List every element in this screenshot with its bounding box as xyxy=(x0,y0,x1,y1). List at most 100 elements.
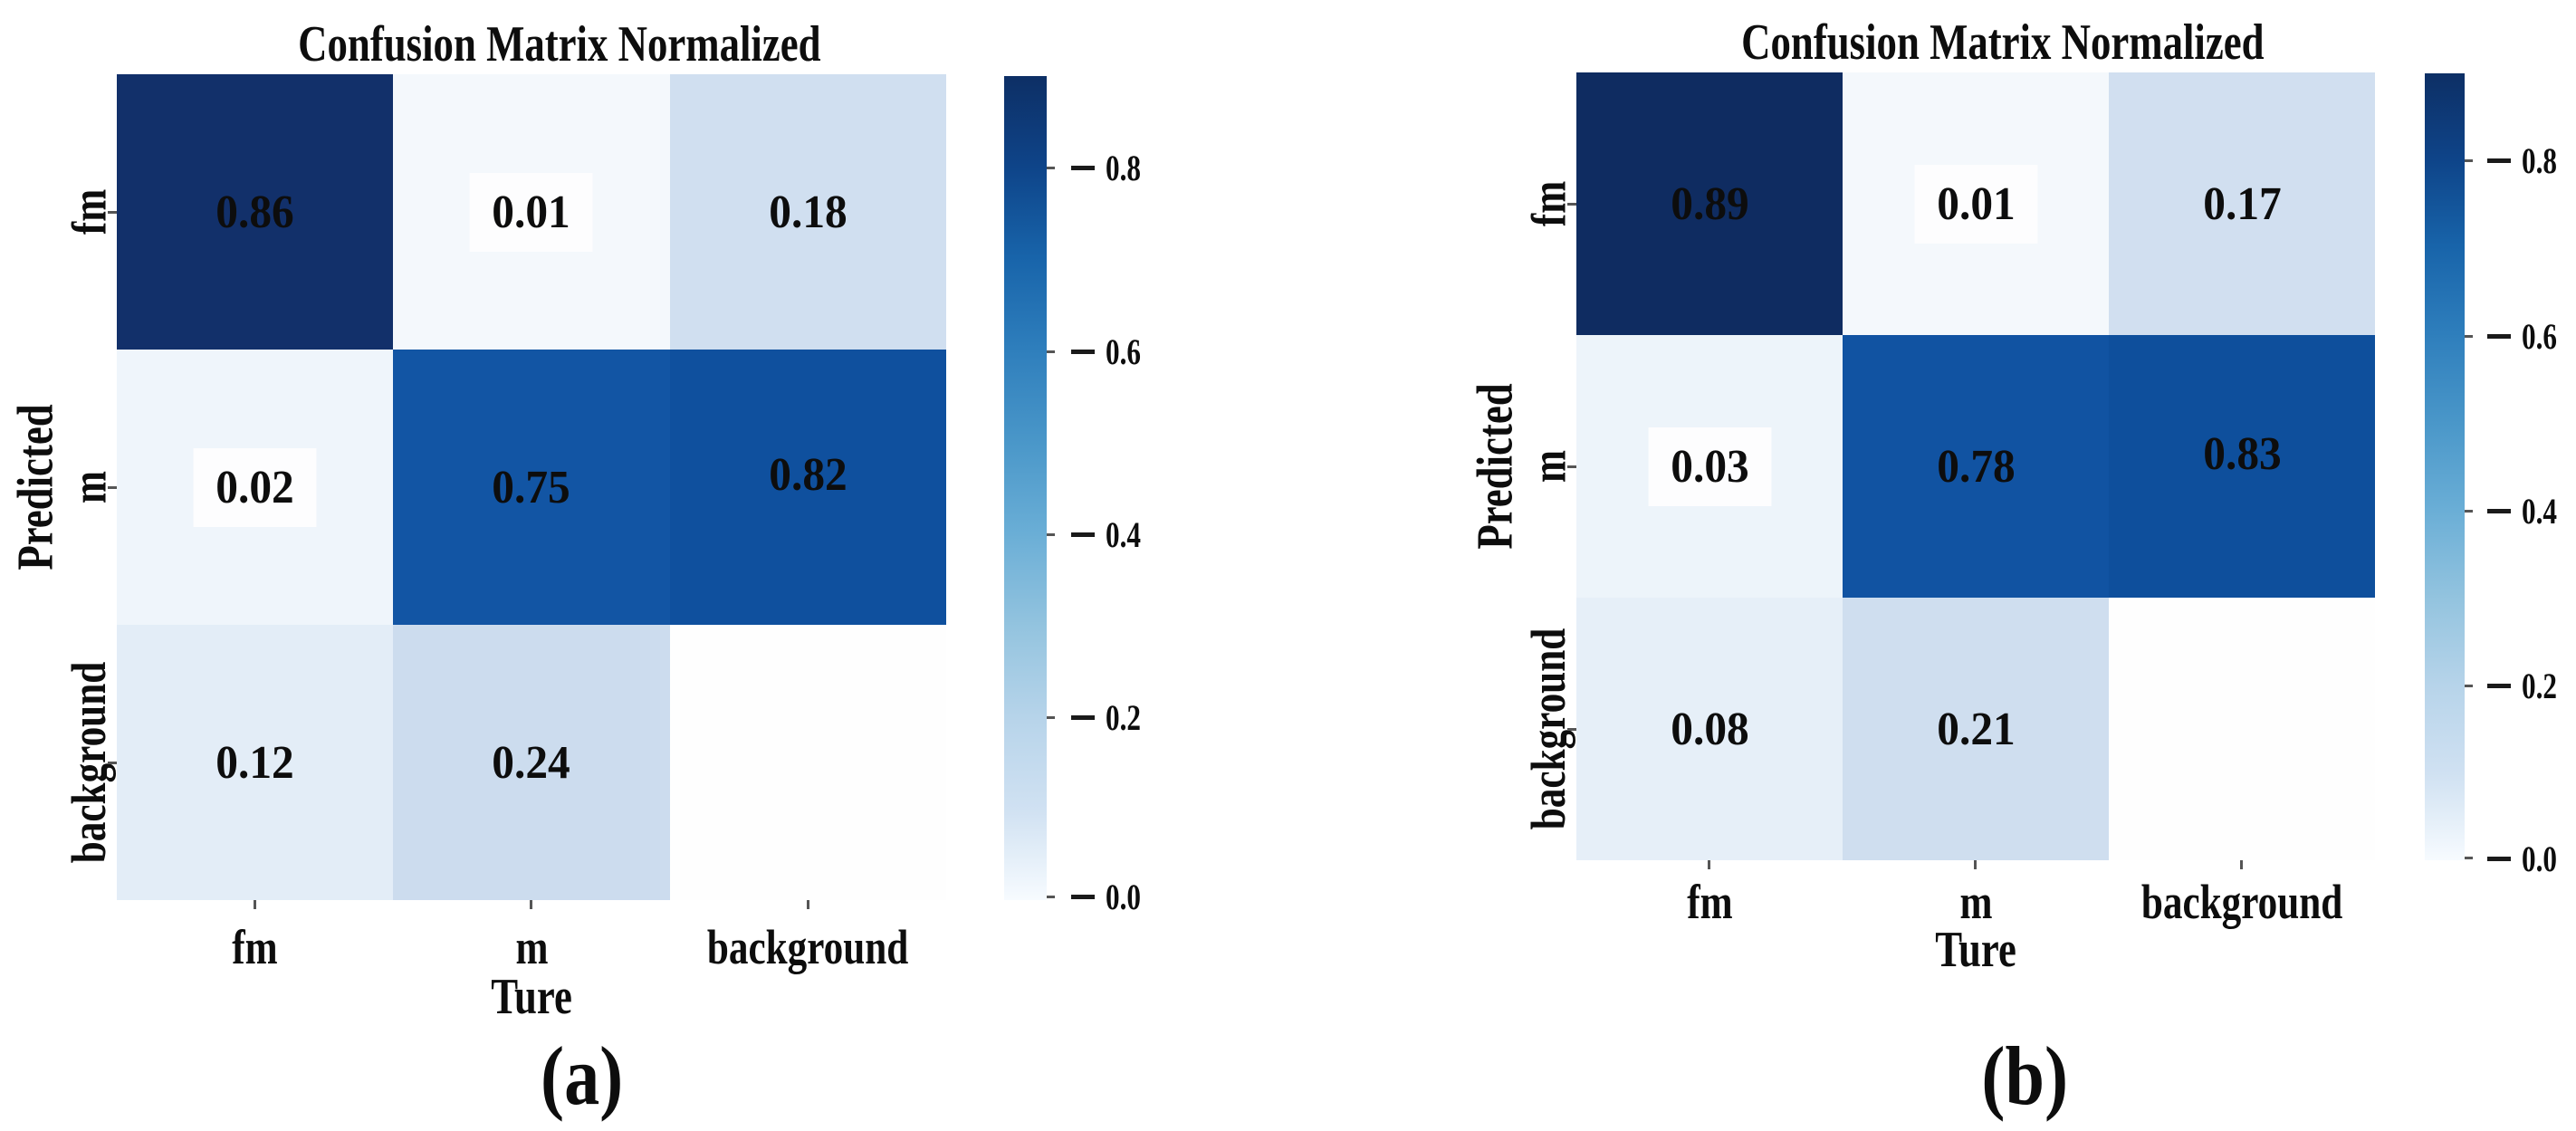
colorbar-tick-label: 0.4 xyxy=(2522,490,2557,532)
x-tick-mark xyxy=(254,900,256,909)
x-tick-label: m xyxy=(1958,875,1992,929)
cell-value: 0.01 xyxy=(492,186,571,238)
y-tick-mark xyxy=(1567,465,1576,468)
colorbar-tick: 0.0 xyxy=(1071,875,1151,918)
colorbar-tick-mark xyxy=(2465,510,2473,513)
colorbar-tick-label: 0.6 xyxy=(1106,331,1141,372)
tick-dash xyxy=(2487,856,2511,861)
x-tick-mark xyxy=(1974,860,1977,869)
colorbar-tick-label: 0.0 xyxy=(2522,838,2557,879)
heatmap-cell: 0.86 xyxy=(117,74,394,350)
x-tick-mark xyxy=(2240,860,2243,869)
x-tick-label: m xyxy=(514,920,548,974)
cell-value-box: 0.01 xyxy=(470,172,593,252)
tick-dash xyxy=(2487,683,2511,688)
colorbar xyxy=(1004,76,1047,900)
colorbar-tick-mark xyxy=(1047,533,1055,536)
heatmap-cell xyxy=(669,625,946,900)
heatmap-cell: 0.82 xyxy=(669,350,946,625)
heatmap-cell: 0.24 xyxy=(393,625,670,900)
colorbar-tick-label: 0.8 xyxy=(2522,139,2557,181)
heatmap-cell xyxy=(2109,598,2375,860)
tick-dash xyxy=(1071,894,1095,899)
x-tick-mark xyxy=(530,900,532,909)
heatmap-cell: 0.03 xyxy=(1576,335,1843,598)
colorbar-tick-mark xyxy=(2465,685,2473,687)
x-tick-label: fm xyxy=(1686,875,1733,929)
cell-value: 0.24 xyxy=(492,736,571,789)
cell-value: 0.86 xyxy=(215,186,294,238)
x-axis-title: Ture xyxy=(491,969,572,1025)
y-tick-mark xyxy=(1567,203,1576,206)
heatmap-cell: 0.17 xyxy=(2109,72,2375,335)
colorbar-tick-label: 0.6 xyxy=(2522,315,2557,357)
tick-dash xyxy=(2487,158,2511,163)
x-tick-label: background xyxy=(2140,875,2343,929)
colorbar-tick: 0.6 xyxy=(2487,314,2567,358)
y-tick-mark xyxy=(108,211,117,214)
tick-dash xyxy=(1071,532,1095,537)
cell-value: 0.75 xyxy=(492,461,571,513)
heatmap-cell: 0.21 xyxy=(1843,598,2109,860)
x-axis-title: Ture xyxy=(1935,922,2016,978)
colorbar-tick-label: 0.2 xyxy=(2522,665,2557,706)
chart-title: Confusion Matrix Normalized xyxy=(1741,14,2265,71)
cell-value: 0.01 xyxy=(1936,177,2016,230)
panel-caption: (a) xyxy=(541,1030,624,1122)
colorbar-tick-mark xyxy=(1047,896,1055,898)
heatmap-cell: 0.83 xyxy=(2109,335,2375,598)
colorbar-tick-mark xyxy=(2465,335,2473,338)
y-axis-title: Predicted xyxy=(1468,383,1524,550)
cell-value: 0.17 xyxy=(2202,177,2282,230)
colorbar-tick-label: 0.2 xyxy=(1106,696,1141,738)
colorbar-tick: 0.0 xyxy=(2487,837,2567,880)
heatmap: 0.89 0.01 0.17 0.03 0.78 0.83 0.08 0.21 xyxy=(1576,72,2375,860)
x-tick-mark xyxy=(1708,860,1710,869)
cell-value: 0.03 xyxy=(1670,440,1749,493)
heatmap-cell: 0.78 xyxy=(1843,335,2109,598)
colorbar-tick: 0.6 xyxy=(1071,330,1151,373)
colorbar-tick-mark xyxy=(1047,167,1055,169)
cell-value-box: 0.03 xyxy=(1648,427,1771,506)
heatmap-cell: 0.01 xyxy=(393,74,670,350)
heatmap-cell: 0.89 xyxy=(1576,72,1843,335)
colorbar-tick: 0.2 xyxy=(2487,664,2567,707)
colorbar-tick-mark xyxy=(1047,716,1055,719)
y-axis-title: Predicted xyxy=(8,404,64,570)
cell-value: 0.89 xyxy=(1670,177,1749,230)
colorbar-tick: 0.8 xyxy=(1071,146,1151,189)
cell-value: 0.21 xyxy=(1936,703,2016,755)
colorbar-tick-mark xyxy=(2465,857,2473,859)
x-tick-label: background xyxy=(706,920,909,974)
cell-value-box: 0.02 xyxy=(193,447,317,527)
cell-value: 0.78 xyxy=(1936,440,2016,493)
cell-value: 0.82 xyxy=(769,448,847,501)
colorbar-tick-label: 0.4 xyxy=(1106,513,1141,555)
colorbar-tick-label: 0.8 xyxy=(1106,147,1141,188)
cell-value: 0.12 xyxy=(215,736,294,789)
cell-value: 0.02 xyxy=(215,461,294,513)
tick-dash xyxy=(1071,714,1095,720)
colorbar-tick: 0.2 xyxy=(1071,695,1151,739)
tick-dash xyxy=(2487,508,2511,513)
cell-value: 0.18 xyxy=(769,186,847,238)
chart-title: Confusion Matrix Normalized xyxy=(298,16,821,72)
colorbar-tick-mark xyxy=(1047,350,1055,353)
tick-dash xyxy=(2487,333,2511,339)
cell-value: 0.83 xyxy=(2202,427,2282,480)
heatmap-cell: 0.08 xyxy=(1576,598,1843,860)
colorbar xyxy=(2425,73,2465,860)
colorbar-tick-label: 0.0 xyxy=(1106,876,1141,917)
cell-value-box: 0.01 xyxy=(1914,164,2037,244)
confusion-matrix-panel-b: Confusion Matrix Normalized 0.89 0.01 0.… xyxy=(1250,0,2576,1131)
heatmap-cell: 0.01 xyxy=(1843,72,2109,335)
x-tick-mark xyxy=(807,900,809,909)
x-tick-label: fm xyxy=(231,920,278,974)
tick-dash xyxy=(1071,349,1095,354)
colorbar-tick: 0.4 xyxy=(1071,513,1151,556)
heatmap: 0.86 0.01 0.18 0.02 0.75 0.82 0.12 0.24 xyxy=(117,74,946,900)
heatmap-cell: 0.12 xyxy=(117,625,394,900)
confusion-matrix-panel-a: Confusion Matrix Normalized 0.86 0.01 0.… xyxy=(0,0,1250,1131)
y-tick-mark xyxy=(108,486,117,489)
